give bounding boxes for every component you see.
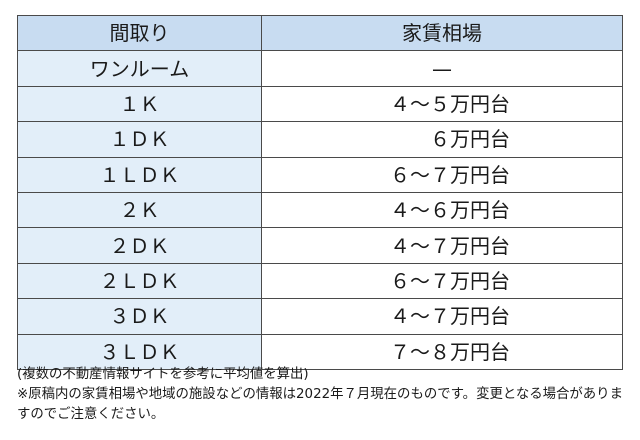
layout-cell: ３ＬＤＫ (17, 333, 262, 370)
rent-value: ４～７万円台 (390, 304, 510, 329)
table-row: ３ＬＤＫ ７～８万円台 (17, 333, 623, 370)
layout-cell: ２Ｋ (17, 191, 262, 229)
rent-cell: ４～６万円台 (261, 191, 623, 229)
layout-cell: １ＬＤＫ (17, 156, 262, 193)
disclaimer-note: ※原稿内の家賃相場や地域の施設などの情報は2022年７月現在のものです。変更とな… (17, 387, 623, 422)
header-rent: 家賃相場 (261, 14, 623, 52)
table-row: １ＬＤＫ ６～７万円台 (17, 156, 623, 193)
calc-note: (複数の不動産情報サイトを参考に平均値を算出) (17, 367, 309, 382)
rent-value: ６～７万円台 (390, 162, 510, 187)
rent-value: ６～７万円台 (390, 268, 510, 293)
table-row: ワンルーム — (17, 50, 623, 87)
rent-value: ７～８万円台 (390, 339, 510, 364)
rent-table: 間取り 家賃相場 ワンルーム — １Ｋ ４～５万円台 １ＤＫ ６万円台 １ＬＤＫ… (17, 14, 623, 370)
table-row: ２ＬＤＫ ６～７万円台 (17, 262, 623, 300)
table-row: １ＤＫ ６万円台 (17, 121, 623, 158)
header-layout: 間取り (17, 14, 262, 52)
table-header-row: 間取り 家賃相場 (17, 14, 623, 52)
rent-cell: ７～８万円台 (261, 333, 623, 370)
layout-cell: ワンルーム (17, 50, 262, 87)
table-row: １Ｋ ４～５万円台 (17, 85, 623, 123)
layout-cell: ２ＤＫ (17, 227, 262, 264)
layout-cell: ３ＤＫ (17, 298, 262, 335)
layout-cell: １ＤＫ (17, 121, 262, 158)
rent-value: — (432, 56, 452, 81)
rent-cell: ６万円台 (261, 121, 623, 158)
rent-value: ６万円台 (430, 127, 510, 152)
rent-cell: ６～７万円台 (261, 262, 623, 300)
layout-cell: ２ＬＤＫ (17, 262, 262, 300)
rent-cell: ４～５万円台 (261, 85, 623, 123)
table-row: ２Ｋ ４～６万円台 (17, 191, 623, 229)
rent-value: ４～５万円台 (390, 91, 510, 116)
rent-cell: ６～７万円台 (261, 156, 623, 193)
notes: (複数の不動産情報サイトを参考に平均値を算出) ※原稿内の家賃相場や地域の施設な… (17, 365, 625, 425)
rent-value: ４～７万円台 (390, 233, 510, 258)
rent-cell: — (261, 50, 623, 87)
rent-cell: ４～７万円台 (261, 298, 623, 335)
table-row: ２ＤＫ ４～７万円台 (17, 227, 623, 264)
layout-cell: １Ｋ (17, 85, 262, 123)
rent-cell: ４～７万円台 (261, 227, 623, 264)
rent-value: ４～６万円台 (390, 198, 510, 223)
table-row: ３ＤＫ ４～７万円台 (17, 298, 623, 335)
